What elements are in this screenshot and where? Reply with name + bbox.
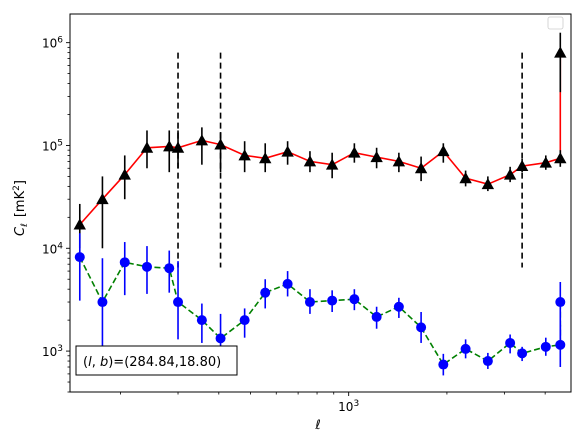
series-0-point-5 — [171, 141, 185, 153]
series-0-point-9 — [259, 152, 272, 164]
series-0-point-17 — [437, 144, 450, 157]
y-axis-label-main: C — [13, 226, 28, 236]
annotation: (l, b)=(284.84,18.80) — [75, 345, 238, 376]
x-axis-label: ℓ — [314, 418, 320, 433]
series-1-point-7 — [215, 333, 226, 344]
series-1-point-8 — [239, 315, 250, 326]
series-1-point-17 — [438, 359, 449, 370]
series-0-point-0 — [73, 218, 86, 230]
annotation-box — [75, 345, 238, 376]
y-axis-label-unit-sup: 2 — [12, 185, 22, 191]
series-1-point-16 — [416, 322, 427, 333]
series-0-point-22 — [539, 156, 552, 168]
y-axis-label: Cℓ [mK2] — [12, 180, 30, 236]
series-1-point-19 — [482, 356, 493, 367]
x-tick-label-0: 103 — [338, 399, 359, 414]
series-1-point-24 — [555, 297, 566, 308]
series-1-point-11 — [304, 297, 315, 308]
series-0-point-11 — [303, 155, 317, 167]
series-0-point-7 — [214, 138, 227, 150]
series-0-line — [79, 52, 562, 226]
series-0-point-15 — [392, 155, 406, 167]
series-1-point-4 — [164, 263, 175, 274]
y-axis-label-unit: [mK — [13, 190, 28, 217]
series-0-point-16 — [414, 162, 428, 174]
series-1-point-12 — [327, 295, 338, 306]
series-0-point-10 — [281, 145, 294, 157]
y-axis-label-sub: ℓ — [20, 223, 30, 228]
series-0-point-12 — [325, 158, 339, 170]
series-1-point-23 — [555, 339, 566, 350]
series-1-point-1 — [97, 297, 108, 308]
series-1-point-6 — [196, 315, 207, 326]
series-1-point-21 — [517, 348, 528, 359]
series-1-point-3 — [141, 261, 152, 272]
y-tick-label-3: 106 — [42, 36, 63, 51]
axes-frame — [69, 13, 572, 393]
series-0-point-14 — [370, 150, 383, 163]
series-0-point-8 — [238, 149, 251, 161]
y-axis-label-unit-close: ] — [13, 180, 28, 185]
series-1-point-18 — [460, 343, 471, 354]
plot-content — [73, 32, 567, 376]
series-0-point-4 — [163, 140, 176, 152]
series-0-point-3 — [140, 141, 154, 153]
series-1-point-9 — [260, 287, 271, 298]
series-0-point-18 — [459, 172, 472, 184]
legend-box — [547, 16, 564, 30]
series-1-point-20 — [505, 337, 516, 348]
series-1-point-0 — [74, 252, 85, 263]
series-1-point-5 — [173, 297, 184, 308]
series-0-point-13 — [348, 146, 361, 158]
series-1-point-10 — [282, 278, 293, 289]
series-0-point-21 — [515, 159, 529, 172]
series-1-point-14 — [371, 311, 382, 322]
series-1-point-2 — [119, 257, 130, 268]
series-0-point-23 — [554, 152, 567, 164]
series-0-point-6 — [195, 134, 209, 146]
series-0 — [73, 32, 567, 249]
plot-area: 103 103 104 105 106 — [42, 13, 572, 414]
series-0-point-20 — [503, 168, 517, 180]
series-0-point-24 — [554, 46, 567, 58]
series-1-point-13 — [349, 294, 360, 305]
series-1 — [74, 233, 566, 376]
series-1-point-22 — [540, 341, 551, 352]
y-tick-label-0: 103 — [42, 344, 63, 359]
y-tick-label-1: 104 — [42, 241, 63, 256]
y-tick-label-2: 105 — [42, 138, 63, 153]
series-0-point-2 — [118, 168, 131, 180]
series-1-point-15 — [393, 301, 404, 312]
annotation-text: (l, b)=(284.84,18.80) — [83, 355, 221, 370]
series-0-point-19 — [481, 178, 495, 190]
series-0-point-1 — [96, 193, 109, 205]
